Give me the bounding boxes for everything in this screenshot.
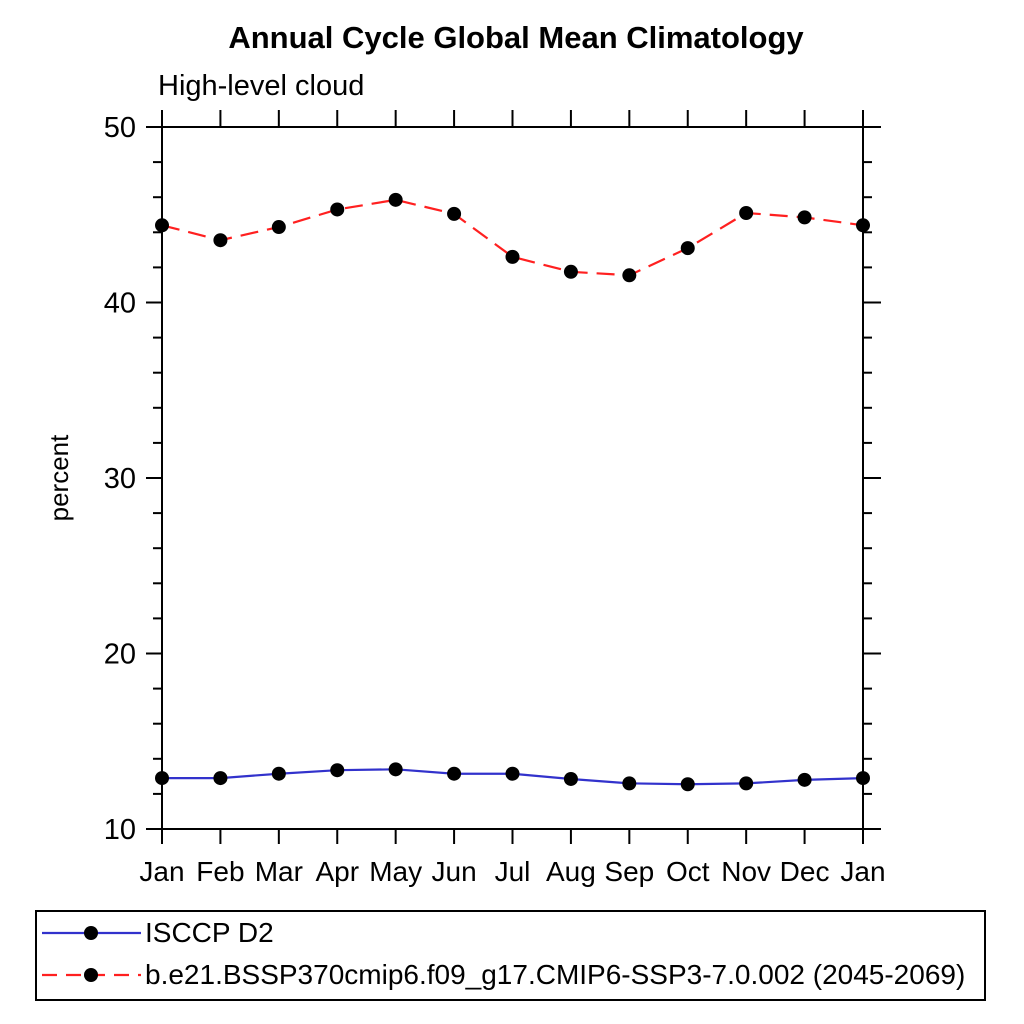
data-point bbox=[563, 771, 578, 786]
legend-item: ISCCP D2 bbox=[40, 912, 274, 954]
data-point bbox=[622, 776, 637, 791]
y-tick-label: 20 bbox=[104, 639, 136, 671]
data-point bbox=[330, 202, 345, 217]
x-tick-label: Sep bbox=[604, 856, 654, 887]
x-tick-label: Mar bbox=[255, 856, 303, 887]
legend-swatch-canvas bbox=[42, 926, 141, 940]
chart-title: Annual Cycle Global Mean Climatology bbox=[228, 20, 804, 55]
chart-subtitle: High-level cloud bbox=[158, 70, 365, 102]
y-tick-label: 30 bbox=[104, 463, 136, 495]
x-tick-label: Aug bbox=[546, 856, 596, 887]
plot-frame bbox=[161, 126, 864, 830]
y-tick-label: 40 bbox=[104, 288, 136, 320]
legend-marker-dot bbox=[84, 968, 98, 982]
x-tick-label: Jan bbox=[139, 856, 184, 887]
legend-line-sample-dashed bbox=[40, 958, 143, 992]
x-tick-label: Jul bbox=[495, 856, 531, 887]
data-point bbox=[797, 210, 812, 225]
data-point bbox=[271, 220, 286, 235]
legend-marker-dot bbox=[84, 926, 98, 940]
data-point bbox=[505, 249, 520, 264]
legend: ISCCP D2 b.e21.BSSP370cmip6.f09_g17.CMIP… bbox=[35, 910, 986, 1001]
data-point bbox=[622, 268, 637, 283]
data-point bbox=[856, 218, 870, 233]
data-point bbox=[563, 264, 578, 279]
data-point bbox=[680, 241, 695, 256]
x-tick-label: Jun bbox=[432, 856, 477, 887]
data-point bbox=[155, 218, 169, 233]
data-point bbox=[388, 762, 403, 777]
data-point bbox=[739, 205, 754, 220]
data-point bbox=[447, 766, 462, 781]
x-tick-label: Jan bbox=[840, 856, 885, 887]
y-tick-label: 50 bbox=[104, 112, 136, 144]
data-point bbox=[856, 771, 870, 786]
data-point bbox=[213, 233, 228, 248]
y-tick-label: 10 bbox=[104, 814, 136, 846]
legend-item: b.e21.BSSP370cmip6.f09_g17.CMIP6-SSP3-7.… bbox=[40, 954, 965, 996]
legend-swatch-canvas bbox=[42, 968, 141, 982]
y-axis-title: percent bbox=[44, 434, 74, 521]
x-tick-label: Apr bbox=[315, 856, 359, 887]
data-point bbox=[447, 206, 462, 221]
x-tick-label: Dec bbox=[780, 856, 830, 887]
data-point bbox=[213, 771, 228, 786]
chart-canvas: Jan Feb Mar Apr May Jun Jul Aug Sep Oct Nov Dec Jan1… bbox=[44, 110, 886, 887]
data-point bbox=[797, 772, 812, 787]
data-point bbox=[271, 766, 286, 781]
data-point bbox=[155, 771, 169, 786]
data-point bbox=[739, 776, 754, 791]
data-point bbox=[505, 766, 520, 781]
x-tick-label: Feb bbox=[196, 856, 244, 887]
x-tick-label: Nov bbox=[721, 856, 771, 887]
data-point bbox=[680, 777, 695, 792]
data-point bbox=[388, 192, 403, 207]
legend-label: b.e21.BSSP370cmip6.f09_g17.CMIP6-SSP3-7.… bbox=[145, 959, 966, 990]
x-tick-label: Oct bbox=[666, 856, 710, 887]
legend-label: ISCCP D2 bbox=[145, 917, 274, 948]
series-line-1 bbox=[161, 198, 864, 277]
legend-line-sample-solid bbox=[40, 916, 143, 950]
data-point bbox=[330, 763, 345, 778]
x-tick-label: May bbox=[369, 856, 422, 887]
